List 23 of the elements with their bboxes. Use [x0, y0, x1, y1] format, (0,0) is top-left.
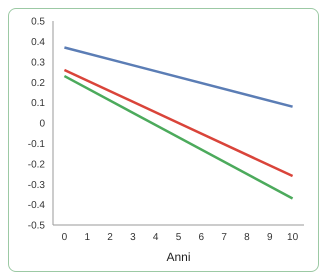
- x-tick-label: 0: [62, 232, 68, 244]
- y-tick-label: -0.5: [28, 220, 46, 232]
- y-tick-label: 0.2: [31, 78, 46, 89]
- y-tick-label: 0.4: [31, 36, 46, 48]
- x-tick-label: 2: [107, 232, 114, 244]
- y-tick-label: -0.3: [28, 180, 46, 191]
- x-tick-label: 1: [84, 232, 90, 244]
- x-axis-title: Anni: [166, 250, 191, 264]
- y-tick-label: -0.1: [28, 138, 46, 150]
- x-tick-label: 10: [287, 232, 299, 244]
- x-tick-label: 6: [198, 232, 205, 244]
- y-tick-label: 0.1: [31, 98, 46, 110]
- x-tick-label: 7: [221, 232, 228, 244]
- x-tick-label: 9: [266, 232, 273, 244]
- y-tick-label: 0.3: [31, 57, 46, 68]
- x-tick-label: 5: [176, 232, 182, 244]
- y-tick-label: -0.4: [28, 200, 46, 212]
- x-tick-label: 4: [152, 232, 159, 244]
- y-tick-label: 0: [39, 118, 46, 130]
- x-tick-label: 8: [244, 232, 250, 244]
- y-tick-label: -0.2: [28, 159, 46, 170]
- y-tick-label: 0.5: [31, 16, 46, 28]
- x-tick-label: 3: [130, 232, 136, 244]
